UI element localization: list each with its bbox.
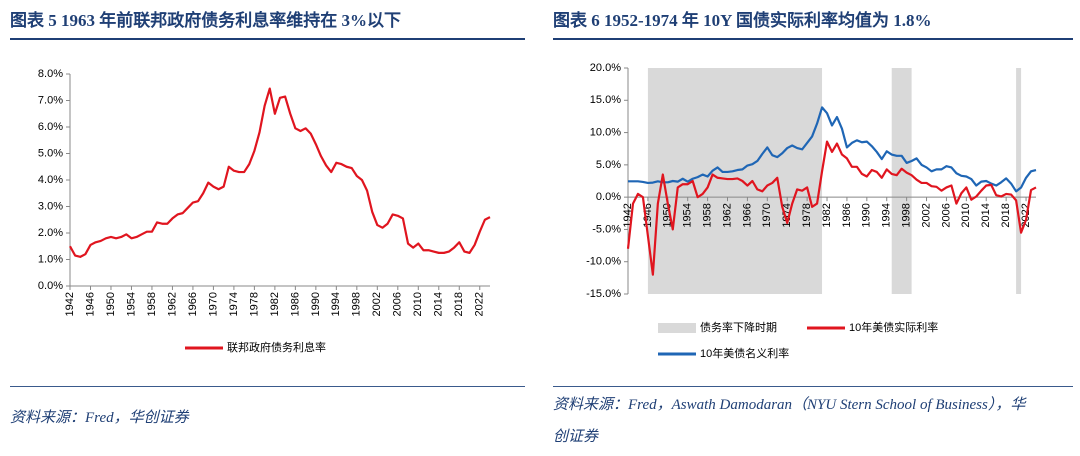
y-tick-label: 2.0% <box>38 227 63 239</box>
rule <box>553 38 1073 40</box>
legend-label: 债务率下降时期 <box>700 320 777 334</box>
x-tick-label: 2010 <box>412 292 424 316</box>
y-tick-label: 6.0% <box>38 121 63 133</box>
y-tick-label: 0.0% <box>38 280 63 292</box>
legend-label: 10年美债实际利率 <box>849 320 938 334</box>
y-tick-label: 20.0% <box>590 62 621 74</box>
chart: 0.0% 1.0% 2.0% 3.0% 4.0% 5.0% 6.0% 7.0% 8.0% 1942… <box>38 68 491 354</box>
x-tick-label: 1982 <box>269 292 281 316</box>
x-tick-label: 2014 <box>433 292 445 316</box>
y-tick-label: 15.0% <box>590 94 621 106</box>
source-note: 资料来源：Fred，Aswath Damodaran（NYU Stern Sch… <box>553 397 1026 445</box>
x-tick-label: 2002 <box>371 292 383 316</box>
x-tick-label: 2014 <box>980 203 992 227</box>
rule <box>553 386 1073 387</box>
x-tick-label: 1962 <box>166 292 178 316</box>
x-tick-label: 2018 <box>1000 203 1012 227</box>
y-tick-label: 0.0% <box>596 191 621 203</box>
x-tick-label: 1998 <box>351 292 363 316</box>
x-tick-label: 1994 <box>881 203 893 227</box>
y-tick-label: 5.0% <box>596 159 621 171</box>
x-tick-label: 1986 <box>841 203 853 227</box>
x-tick-label: 1994 <box>330 292 342 316</box>
source-note: 资料来源：Fred，华创证券 <box>10 410 189 426</box>
series-line <box>69 87 491 258</box>
x-tick-label: 2006 <box>940 203 952 227</box>
x-tick-label: 2018 <box>453 292 465 316</box>
x-tick-label: 1954 <box>682 203 694 227</box>
y-tick-label: -15.0% <box>586 288 621 300</box>
rule <box>10 38 525 40</box>
series-line <box>626 140 1037 276</box>
y-tick-label: -10.0% <box>586 256 621 268</box>
x-tick-label: 1978 <box>801 203 813 227</box>
x-tick-label: 1986 <box>289 292 301 316</box>
chart-title: 图表 5 1963 年前联邦政府债务利息率维持在 3%以下 <box>10 11 401 30</box>
x-tick-label: 1954 <box>125 292 137 316</box>
x-tick-label: 1962 <box>721 203 733 227</box>
legend-label: 联邦政府债务利息率 <box>227 340 326 354</box>
x-tick-label: 2010 <box>960 203 972 227</box>
x-tick-label: 1958 <box>146 292 158 316</box>
shaded-period <box>891 68 912 294</box>
x-tick-label: 2006 <box>392 292 404 316</box>
x-tick-label: 1966 <box>187 292 199 316</box>
y-tick-label: 7.0% <box>38 94 63 106</box>
y-tick-label: 4.0% <box>38 174 63 186</box>
y-tick-label: 1.0% <box>38 253 63 265</box>
x-tick-label: 1970 <box>207 292 219 316</box>
x-tick-label: 1978 <box>248 292 260 316</box>
x-tick-label: 1966 <box>741 203 753 227</box>
chart-title: 图表 6 1952-1974 年 10Y 国债实际利率均值为 1.8% <box>553 11 932 30</box>
y-tick-label: -5.0% <box>592 223 621 235</box>
x-tick-label: 2002 <box>920 203 932 227</box>
x-tick-label: 1942 <box>64 292 76 316</box>
legend-swatch <box>658 323 696 333</box>
x-tick-label: 1998 <box>901 203 913 227</box>
legend-label: 10年美债名义利率 <box>700 346 789 360</box>
series-line <box>628 106 1037 193</box>
x-tick-label: 1958 <box>702 203 714 227</box>
x-tick-label: 2022 <box>474 292 486 316</box>
x-tick-label: 1982 <box>821 203 833 227</box>
x-tick-label: 1990 <box>861 203 873 227</box>
y-tick-label: 3.0% <box>38 200 63 212</box>
x-tick-label: 1990 <box>310 292 322 316</box>
x-tick-label: 1970 <box>761 203 773 227</box>
shaded-period <box>1016 68 1022 294</box>
y-tick-label: 5.0% <box>38 147 63 159</box>
y-tick-label: 8.0% <box>38 68 63 80</box>
rule <box>10 386 525 387</box>
chart: -15.0% -10.0% -5.0% 0.0% 5.0% 10.0% 15.0% 20.0%… <box>586 62 1037 360</box>
x-tick-label: 1946 <box>84 292 96 316</box>
x-tick-label: 1974 <box>228 292 240 316</box>
y-tick-label: 10.0% <box>590 126 621 138</box>
x-tick-label: 1950 <box>105 292 117 316</box>
